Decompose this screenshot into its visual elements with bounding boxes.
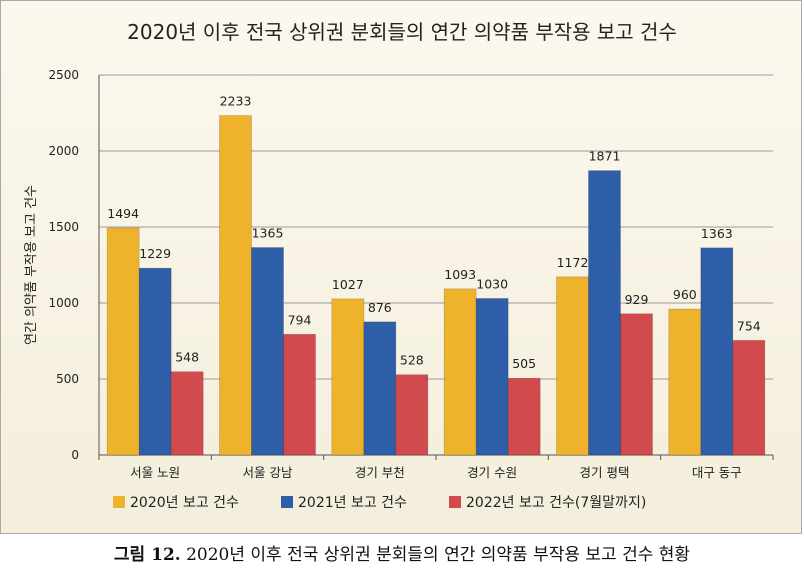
data-label: 1363 xyxy=(701,226,733,241)
figure-caption: 그림 12. 2020년 이후 전국 상위권 분회들의 연간 의약품 부작용 보… xyxy=(0,540,804,565)
data-label: 1229 xyxy=(139,246,171,261)
bar-2-2 xyxy=(251,247,284,456)
x-tick-label: 대구 동구 xyxy=(692,465,742,480)
y-tick-label: 2000 xyxy=(48,144,79,158)
legend-swatch-2 xyxy=(281,496,293,508)
data-label: 1871 xyxy=(589,149,621,164)
data-label: 754 xyxy=(737,318,761,333)
legend-label-2: 2021년 보고 건수 xyxy=(298,495,407,511)
y-tick-label: 2500 xyxy=(48,68,79,82)
y-axis-label: 연간 의약품 부작용 보고 건수 xyxy=(24,185,39,345)
bar-2-4 xyxy=(475,298,509,456)
legend-label-1: 2020년 보고 건수 xyxy=(130,495,239,511)
data-label: 528 xyxy=(400,353,424,368)
data-label: 2233 xyxy=(220,94,252,109)
bar-1-1 xyxy=(106,227,140,456)
legend-swatch-3 xyxy=(449,496,461,508)
data-label: 929 xyxy=(625,292,649,307)
bar-2-3 xyxy=(363,321,397,456)
bar-2-5 xyxy=(588,170,621,456)
data-label: 1172 xyxy=(557,255,589,270)
y-tick-label: 0 xyxy=(71,448,79,462)
bar-3-2 xyxy=(283,334,316,456)
bar-3-3 xyxy=(395,374,429,456)
data-label: 960 xyxy=(673,287,697,302)
caption-text: 2020년 이후 전국 상위권 분회들의 연간 의약품 부작용 보고 건수 현황 xyxy=(186,545,691,565)
data-label: 876 xyxy=(368,300,392,315)
bar-3-5 xyxy=(620,313,653,456)
bar-1-6 xyxy=(668,308,702,456)
bars xyxy=(106,115,766,456)
axes: 0 500 1000 1500 2000 2500 서울 노원 서울 강남 경기 부천 경기 수원… xyxy=(48,68,774,480)
legend: 2020년 보고 건수 2021년 보고 건수 2022년 보고 건수(7월말까지) xyxy=(113,495,646,511)
bar-2-1 xyxy=(138,267,172,456)
bar-3-6 xyxy=(732,340,766,456)
chart-frame: 2020년 이후 전국 상위권 분회들의 연간 의약품 부작용 보고 건수 0 5… xyxy=(0,0,802,534)
bar-1-5 xyxy=(556,276,589,456)
data-label: 1365 xyxy=(252,226,284,241)
data-label: 1030 xyxy=(476,276,508,291)
bar-3-1 xyxy=(170,371,204,456)
x-tick-label: 서울 노원 xyxy=(130,465,180,480)
caption-label: 그림 12. xyxy=(113,545,181,565)
data-label: 548 xyxy=(175,350,199,365)
data-label: 794 xyxy=(288,312,312,327)
legend-swatch-1 xyxy=(113,496,125,508)
x-tick-label: 서울 강남 xyxy=(243,465,293,480)
bar-1-4 xyxy=(443,288,477,456)
bar-chart: 2020년 이후 전국 상위권 분회들의 연간 의약품 부작용 보고 건수 0 5… xyxy=(24,20,774,511)
data-label: 1494 xyxy=(107,206,139,221)
bar-1-2 xyxy=(219,115,252,456)
bar-1-3 xyxy=(331,298,365,456)
data-label: 1027 xyxy=(332,277,364,292)
chart-title: 2020년 이후 전국 상위권 분회들의 연간 의약품 부작용 보고 건수 xyxy=(127,20,677,44)
y-tick-label: 1500 xyxy=(48,220,79,234)
x-tick-label: 경기 평택 xyxy=(580,465,630,480)
data-labels: 1494 1229 548 2233 1365 794 1027 876 528 10931030… xyxy=(107,94,761,372)
bar-2-6 xyxy=(700,247,734,456)
data-label: 1093 xyxy=(444,267,476,282)
x-tick-label: 경기 수원 xyxy=(467,465,517,480)
legend-label-3: 2022년 보고 건수(7월말까지) xyxy=(466,495,646,511)
bar-3-4 xyxy=(507,377,541,456)
x-tick-label: 경기 부천 xyxy=(355,465,405,480)
y-tick-label: 500 xyxy=(56,372,79,386)
y-tick-label: 1000 xyxy=(48,296,79,310)
data-label: 505 xyxy=(512,356,536,371)
